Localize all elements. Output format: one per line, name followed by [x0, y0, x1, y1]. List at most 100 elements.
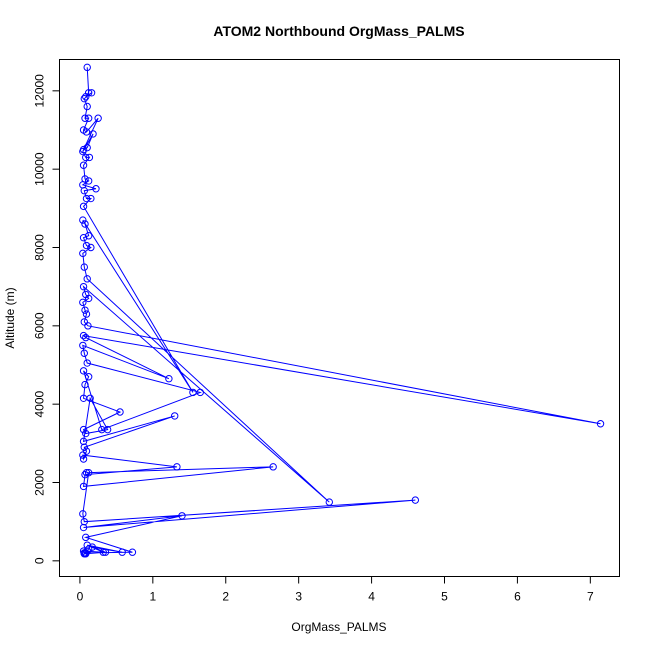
x-tick-label: 4 [368, 590, 375, 604]
data-point [81, 220, 89, 228]
data-point [88, 543, 97, 551]
data-point [86, 394, 94, 402]
data-point [79, 425, 88, 434]
data-point [411, 496, 420, 504]
data-point [80, 443, 88, 451]
data-point [84, 294, 93, 303]
x-tick-label: 0 [77, 590, 84, 604]
data-point [79, 523, 88, 532]
data-point [82, 429, 90, 438]
data-point [84, 322, 92, 330]
data-point [84, 469, 93, 477]
data-point [83, 275, 91, 283]
data-point [84, 114, 93, 122]
data-point [87, 243, 95, 252]
y-tick-label: 0 [33, 557, 47, 564]
y-tick-label: 10000 [33, 152, 47, 186]
data-point [79, 455, 88, 463]
data-point [79, 147, 87, 156]
data-point [79, 331, 88, 340]
data-point [83, 541, 91, 549]
data-point [171, 412, 179, 420]
data-point [101, 548, 110, 556]
data-point [79, 216, 87, 224]
data-point [118, 548, 126, 556]
x-tick-label: 2 [222, 590, 229, 604]
data-point [80, 263, 88, 271]
x-tick-label: 6 [514, 590, 521, 604]
data-point [80, 94, 88, 103]
series-line [81, 67, 601, 555]
y-tick-label: 8000 [33, 234, 47, 261]
y-tick-label: 4000 [33, 390, 47, 417]
data-point [79, 249, 87, 258]
data-point [79, 161, 88, 169]
data-point [82, 128, 91, 136]
data-point [83, 63, 91, 72]
data-point [85, 153, 94, 162]
data-point [79, 282, 88, 291]
data-point [81, 306, 89, 314]
plot-area [79, 63, 605, 558]
data-point [81, 380, 89, 389]
data-point [87, 89, 96, 97]
x-axis: 0 1 2 3 4 5 6 7 [77, 576, 594, 604]
data-point [82, 333, 90, 342]
data-point [189, 388, 197, 397]
data-point [79, 482, 88, 491]
data-point [196, 388, 204, 397]
y-tick-label: 2000 [33, 469, 47, 496]
y-axis: 0 2000 4000 6000 8000 10000 12000 [33, 74, 60, 564]
data-point [173, 463, 181, 471]
y-tick-label: 12000 [33, 74, 47, 108]
y-axis-label: Altitude (m) [3, 287, 17, 348]
x-tick-label: 1 [149, 590, 156, 604]
data-point [92, 185, 100, 193]
data-point [269, 463, 277, 471]
chart-title: ATOM2 Northbound OrgMass_PALMS [213, 23, 464, 39]
data-point [82, 93, 90, 101]
data-point [82, 447, 91, 455]
x-axis-label: OrgMass_PALMS [291, 620, 386, 634]
data-point [165, 375, 173, 383]
x-tick-label: 3 [295, 590, 302, 604]
data-point [83, 143, 91, 152]
data-point [79, 341, 87, 350]
data-point [82, 153, 90, 162]
data-point [84, 177, 93, 185]
data-point [128, 548, 137, 556]
data-point [79, 234, 88, 242]
data-point [79, 202, 88, 211]
data-point [80, 318, 88, 326]
data-point [178, 512, 186, 520]
data-point [82, 310, 91, 318]
data-point [82, 469, 91, 477]
data-point [83, 102, 91, 111]
data-point [79, 510, 87, 518]
data-point [103, 425, 112, 434]
data-point [79, 367, 88, 375]
data-point [81, 114, 89, 122]
data-point [116, 408, 124, 416]
data-point [84, 373, 93, 381]
data-point [84, 232, 93, 240]
data-point [81, 470, 89, 479]
y-tick-label: 6000 [33, 312, 47, 339]
data-point [82, 241, 91, 250]
x-tick-label: 7 [587, 590, 594, 604]
data-point [596, 420, 605, 428]
data-point [80, 187, 88, 195]
data-point [87, 194, 95, 203]
data-point [89, 130, 97, 138]
x-tick-label: 5 [441, 590, 448, 604]
data-point [325, 498, 333, 506]
data-point [79, 451, 87, 459]
data-point [82, 533, 90, 542]
data-point [83, 359, 91, 367]
data-point [99, 548, 107, 556]
data-point [94, 114, 102, 122]
data-point [98, 425, 106, 434]
plot-frame [59, 59, 620, 577]
data-point [79, 298, 87, 307]
